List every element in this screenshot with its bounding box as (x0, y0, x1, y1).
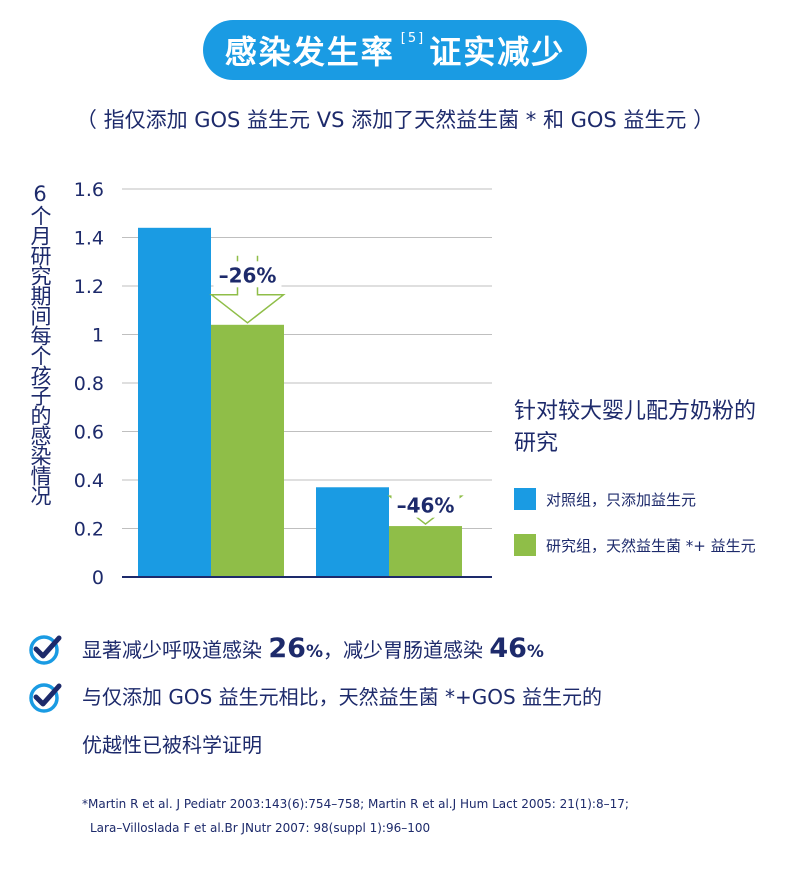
references: *Martin R et al. J Pediatr 2003:143(6):7… (82, 792, 629, 840)
bullet-1-prefix: 显著减少呼吸道感染 (82, 638, 269, 662)
bullet-1: 显著减少呼吸道感染 26%，减少胃肠道感染 46% (28, 632, 544, 669)
bullet-2-line-1: 与仅添加 GOS 益生元相比，天然益生菌 *+GOS 益生元的 (82, 685, 603, 709)
legend-label-control: 对照组，只添加益生元 (546, 490, 697, 509)
legend-swatch-green (514, 534, 536, 556)
title-banner: 感染发生率 [5] 证实减少 (203, 20, 587, 80)
y-tick-label: 0 (92, 567, 104, 589)
legend-item-control: 对照组，只添加益生元 (514, 488, 696, 510)
annotation-background (213, 261, 282, 288)
y-tick-label: 0.8 (74, 373, 104, 395)
y-tick-label: 1.2 (74, 276, 104, 298)
reference-line-1: *Martin R et al. J Pediatr 2003:143(6):7… (82, 797, 629, 811)
annotation-label: –26% (219, 263, 277, 287)
annotation-background (391, 491, 460, 518)
bullet-1-number-2: 46 (489, 633, 527, 664)
decrease-arrow-icon (209, 255, 286, 324)
y-tick-label: 1.6 (74, 179, 104, 201)
bar-control-1 (138, 227, 211, 578)
bullet-1-number-1: 26 (268, 633, 306, 664)
legend-item-study: 研究组，天然益生菌 *+ 益生元 (514, 534, 756, 556)
bullet-1-percent-1: % (305, 642, 323, 662)
subtitle: （ 指仅添加 GOS 益生元 VS 添加了天然益生菌 * 和 GOS 益生元 ） (75, 108, 715, 132)
bullet-2-line-2: 优越性已被科学证明 (82, 733, 262, 757)
bullet-2: 与仅添加 GOS 益生元相比，天然益生菌 *+GOS 益生元的 优越性已被科学证… (28, 680, 602, 769)
title-reference: [5] (400, 30, 426, 46)
y-axis-label: 6个月研究期间每个孩子的感染情况 (28, 182, 52, 505)
check-circle-icon (29, 635, 62, 665)
bars (138, 227, 462, 578)
legend-title: 针对较大婴儿配方奶粉的研究 (514, 399, 757, 456)
y-tick-label: 0.6 (74, 422, 104, 444)
y-tick-label: 0.2 (74, 519, 104, 541)
annotation-label: –46% (397, 494, 455, 518)
title-suffix: 证实减少 (429, 33, 566, 71)
legend-swatch-blue (514, 488, 536, 510)
y-tick-label: 1.4 (74, 228, 104, 250)
bar-control-2 (316, 487, 389, 577)
annotations: –26% –46% (209, 255, 464, 526)
bar-study-2 (389, 526, 462, 577)
reference-line-2: Lara–Villoslada F et al.Br JNutr 2007: 9… (90, 821, 431, 835)
bullet-1-text: 显著减少呼吸道感染 26%，减少胃肠道感染 46% (82, 632, 544, 669)
bullet-1-percent-2: % (526, 642, 544, 662)
y-tick-labels: 0 0.2 0.4 0.6 0.8 1 1.2 1.4 1.6 (74, 179, 104, 589)
bullet-2-text: 与仅添加 GOS 益生元相比，天然益生菌 *+GOS 益生元的 优越性已被科学证… (82, 673, 602, 769)
bar-study-1 (211, 324, 284, 577)
check-circle-icon (29, 683, 62, 713)
bullet-1-middle: ，减少胃肠道感染 (322, 638, 490, 662)
legend-label-study: 研究组，天然益生菌 *+ 益生元 (546, 536, 756, 555)
title-text: 感染发生率 (224, 33, 395, 71)
y-tick-label: 0.4 (74, 470, 104, 492)
y-tick-label: 1 (92, 325, 104, 347)
